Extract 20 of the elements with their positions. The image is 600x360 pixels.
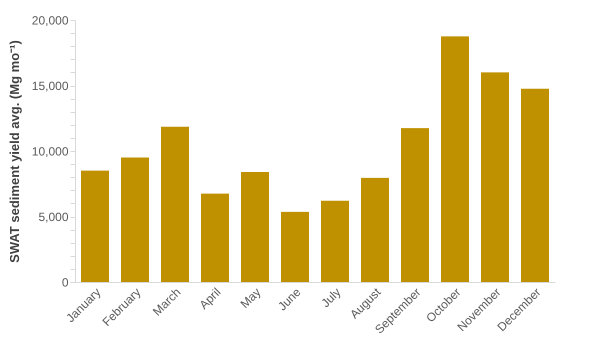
y-tick-label: 0 — [62, 276, 69, 290]
bar — [361, 178, 389, 282]
x-tick-label: May — [238, 285, 264, 312]
bar — [241, 172, 269, 282]
bar — [81, 170, 109, 282]
bar — [401, 128, 429, 282]
bar — [121, 158, 149, 282]
y-axis-title: SWAT sediment yield avg. (Mg mo⁻¹) — [6, 40, 22, 263]
y-tick-label: 5,000 — [38, 210, 69, 224]
bar — [521, 88, 549, 282]
bar — [481, 72, 509, 282]
y-tick-label: 20,000 — [32, 14, 69, 28]
bar — [321, 200, 349, 282]
bar — [161, 126, 189, 282]
y-tick-label: 10,000 — [32, 144, 69, 158]
bar — [441, 36, 469, 282]
y-tick-label: 15,000 — [32, 79, 69, 93]
bar — [281, 212, 309, 282]
x-tick-label: July — [318, 285, 344, 310]
bar — [201, 194, 229, 282]
